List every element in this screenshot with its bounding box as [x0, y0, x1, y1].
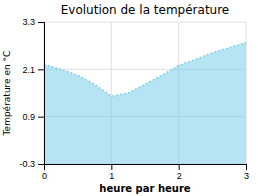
axis-line	[38, 23, 45, 165]
grid	[44, 22, 246, 164]
tick-label: 0.9	[22, 112, 35, 122]
x-axis-title: heure par heure	[99, 183, 190, 194]
y-axis-title: Température en °C	[2, 51, 12, 137]
plot: 0 1 2 3 -0.3 0.9 2.1 3.3	[19, 17, 249, 181]
tick: 3.3	[22, 17, 44, 27]
tick-mark	[246, 164, 247, 170]
tick: 0.9	[22, 112, 44, 122]
tick: 2.1	[22, 65, 44, 75]
tick-label: 2	[177, 171, 182, 181]
area	[44, 43, 246, 164]
chart: 0 1 2 3 -0.3 0.9 2.1 3.3 Evolution de la tempéra…	[0, 0, 258, 196]
tick: -0.3	[19, 159, 44, 169]
tick-mark	[38, 22, 44, 23]
tick-mark	[38, 69, 44, 70]
tick-label: 2.1	[22, 65, 35, 75]
title: Evolution de la température	[61, 3, 230, 17]
tick-mark	[38, 164, 44, 165]
y-axis: -0.3 0.9 2.1 3.3	[19, 17, 44, 169]
tick-mark	[179, 164, 180, 170]
tick-label: 3.3	[22, 17, 35, 27]
tick: 3	[244, 164, 249, 181]
tick: 0	[42, 164, 47, 181]
marks	[44, 43, 246, 164]
tick-mark	[38, 117, 44, 118]
tick: 1	[109, 164, 114, 181]
tick-mark	[111, 164, 112, 170]
tick-label: -0.3	[19, 159, 35, 169]
line	[44, 43, 246, 97]
x-axis: 0 1 2 3	[42, 164, 249, 181]
grid-line	[44, 22, 246, 23]
tick: 2	[177, 164, 182, 181]
tick-label: 1	[109, 171, 114, 181]
tick-label: 3	[244, 171, 249, 181]
axis-line	[45, 165, 247, 171]
tick-label: 0	[42, 171, 47, 181]
